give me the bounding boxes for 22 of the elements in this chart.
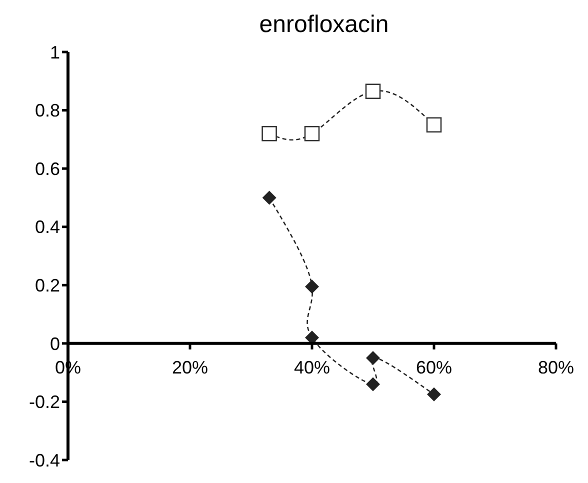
y-tick-label: 1	[50, 42, 60, 62]
x-tick-label: 80%	[538, 357, 574, 378]
point	[262, 126, 277, 142]
chart-title: enrofloxacin	[258, 10, 390, 40]
x-tick-label: 40%	[294, 357, 330, 378]
point	[304, 126, 320, 142]
y-tick-label: 0	[50, 334, 60, 354]
y-tick-label: 0.4	[34, 217, 60, 238]
y-tick-label: -0.4	[28, 450, 60, 470]
point	[305, 280, 319, 294]
point	[366, 377, 380, 392]
point	[365, 84, 381, 99]
y-tick-label: -0.2	[28, 392, 60, 412]
point	[427, 387, 441, 402]
y-tick-label: 0.2	[34, 276, 60, 296]
point	[426, 117, 442, 133]
y-tick-label: 0.6	[34, 158, 60, 179]
x-tick-label: 60%	[416, 357, 452, 378]
x-tick-label: 20%	[172, 357, 208, 378]
y-tick-label: 0.8	[34, 100, 60, 121]
point	[262, 190, 276, 205]
point	[366, 351, 380, 365]
